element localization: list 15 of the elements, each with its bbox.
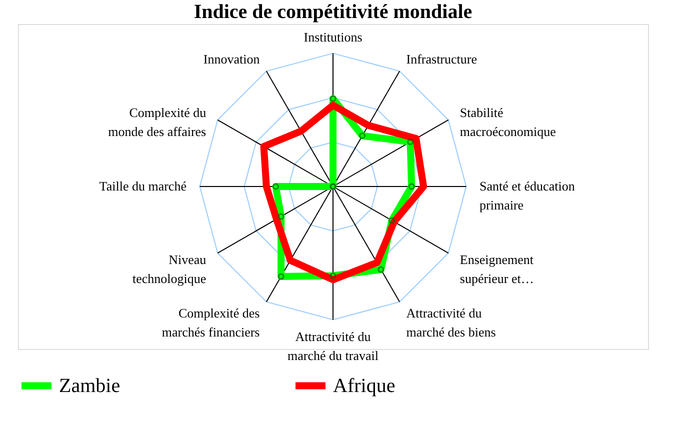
legend-label: Afrique: [333, 374, 396, 397]
legend-label: Zambie: [59, 374, 120, 397]
spoke-label: Niveau technologique: [132, 252, 207, 286]
spoke-label: Taille du marché: [99, 178, 187, 194]
spoke-label: Santé et éducation primaire: [480, 178, 576, 212]
spoke-label: Complexité du monde des affaires: [108, 105, 207, 140]
spoke-label: Attractivité du marché des biens: [406, 305, 496, 340]
spoke-label: Stabilité macroéconomique: [460, 105, 556, 140]
spoke-label: Complexité des marchés financiers: [162, 305, 260, 340]
spoke-label: Enseignement supérieur et…: [460, 252, 534, 286]
chart-title: Indice de compétitivité mondiale: [194, 1, 472, 23]
spoke-label: Institutions: [304, 29, 362, 44]
spoke-label: Attractivité du marché du travail: [288, 329, 379, 364]
spoke-label: Infrastructure: [406, 52, 478, 67]
spoke-label: Innovation: [203, 52, 260, 67]
